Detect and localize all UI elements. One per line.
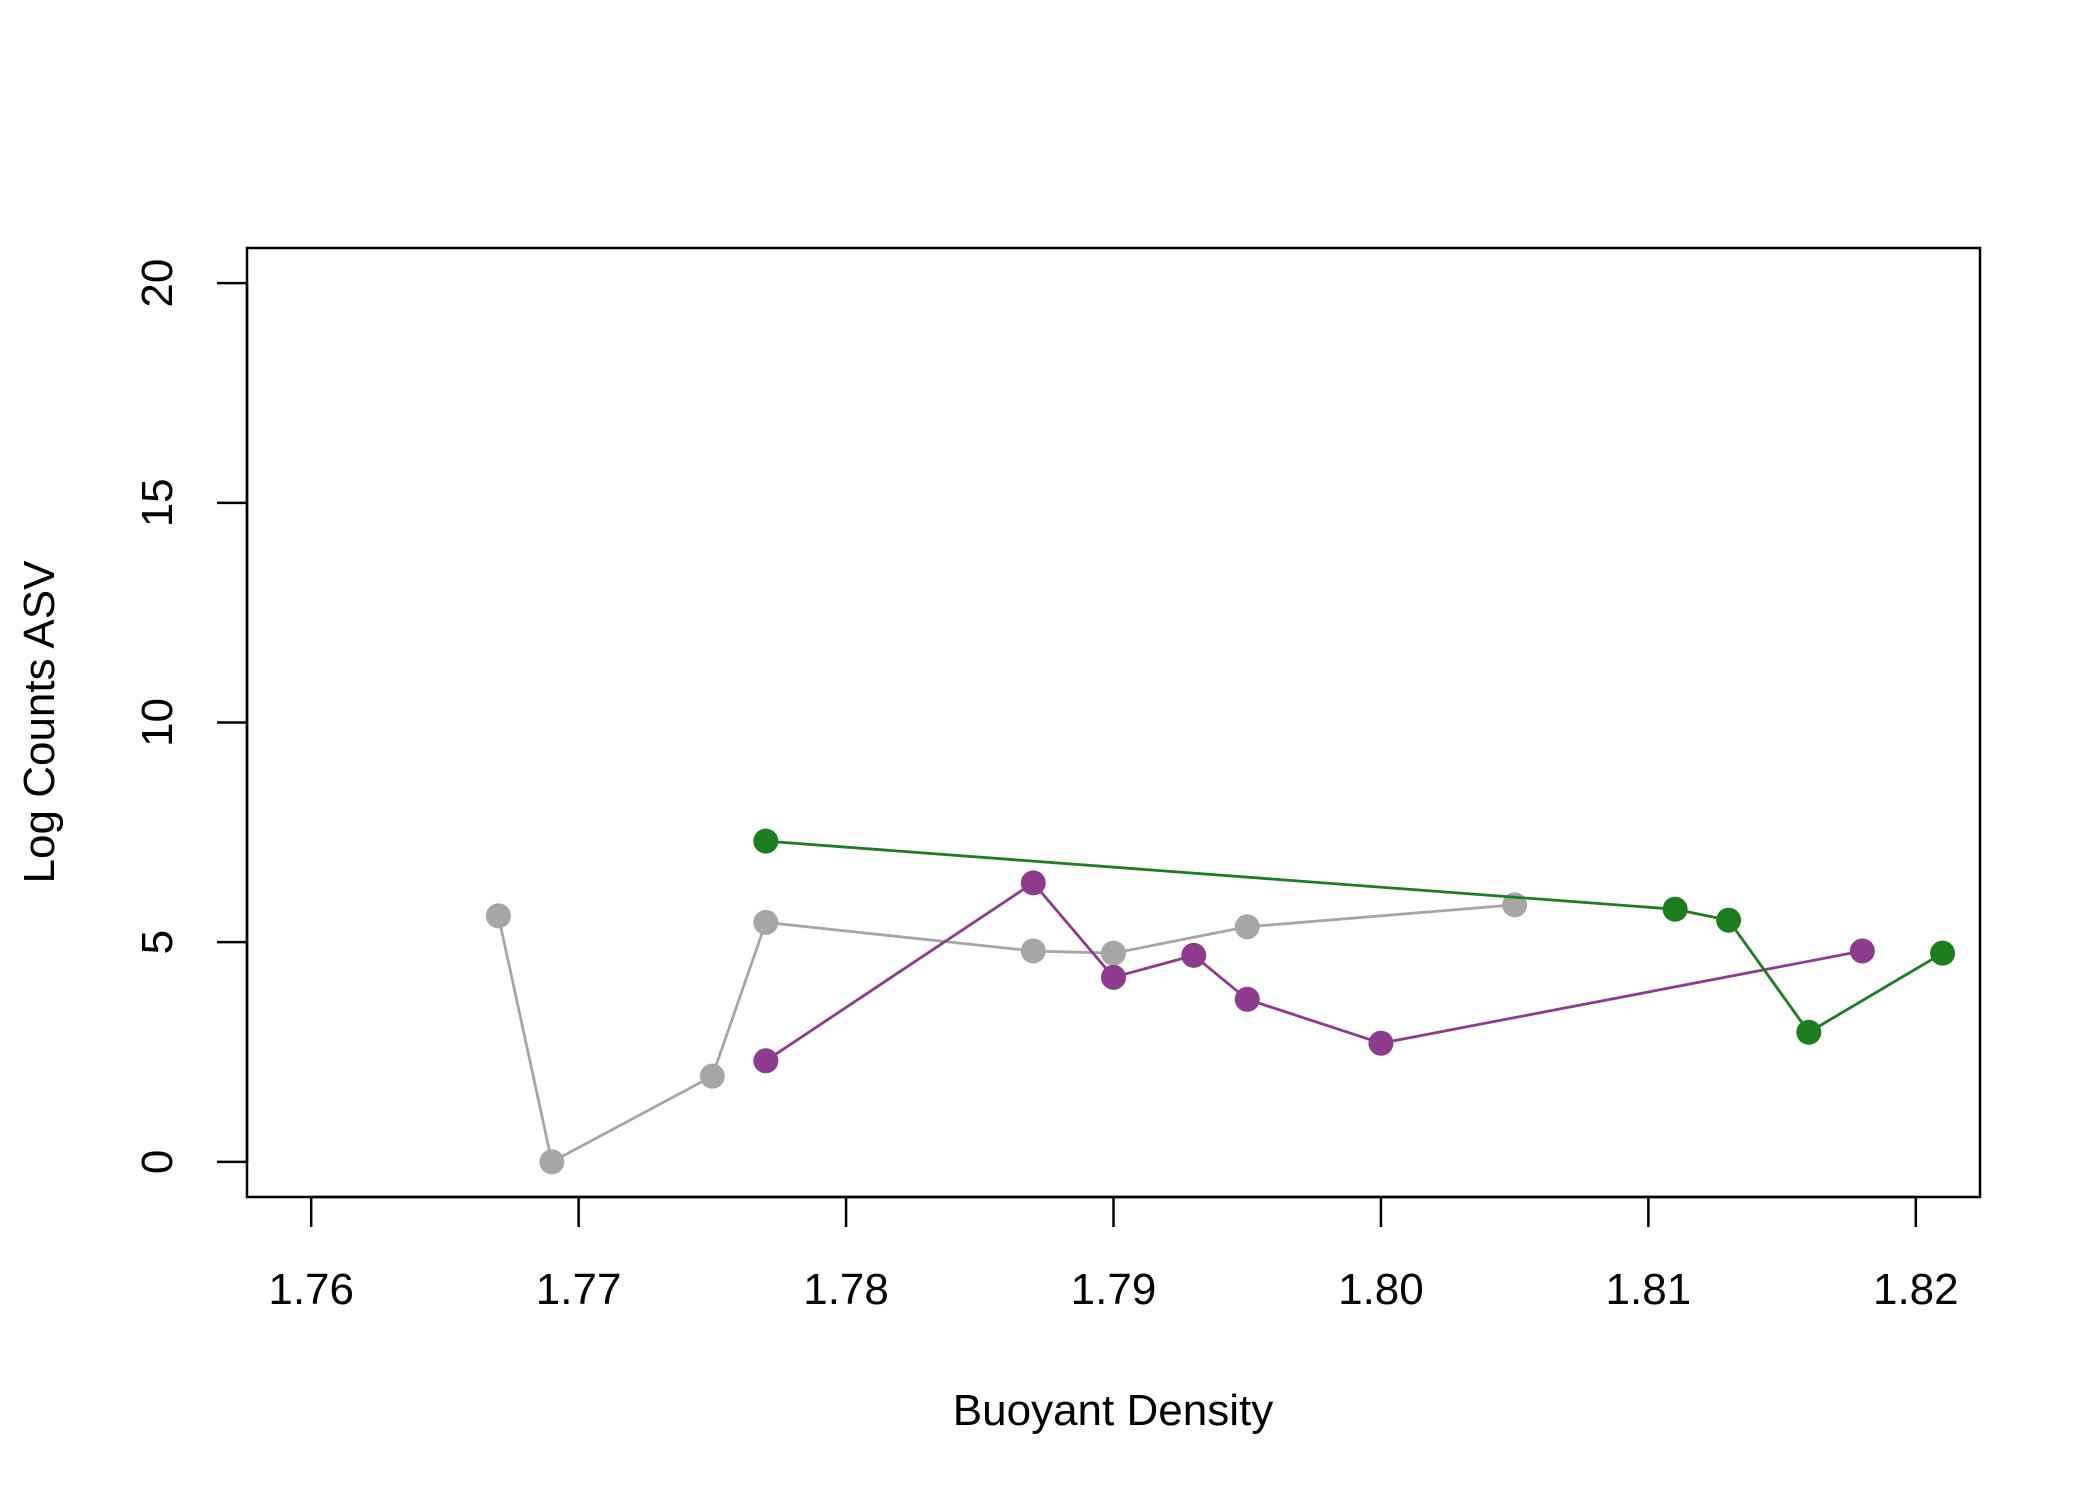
series-layer — [485, 828, 1956, 1175]
data-point — [753, 909, 779, 935]
x-tick-label: 1.79 — [1071, 1265, 1157, 1314]
x-tick-label: 1.78 — [803, 1265, 889, 1314]
series-2 — [753, 870, 1875, 1074]
series-line — [765, 839, 1944, 1035]
x-axis-label: Buoyant Density — [953, 1386, 1273, 1435]
x-tick-label: 1.82 — [1873, 1265, 1959, 1314]
x-tick-label: 1.77 — [536, 1265, 622, 1314]
y-tick-label: 0 — [133, 1150, 182, 1174]
y-tick-label: 10 — [133, 698, 182, 747]
x-tick-label: 1.81 — [1606, 1265, 1692, 1314]
data-point — [485, 903, 511, 929]
data-point — [1020, 938, 1046, 964]
x-axis: 1.76 1.77 1.78 1.79 1.80 1.81 1.82 — [268, 1195, 1959, 1314]
data-point — [1796, 1019, 1822, 1045]
y-tick-label: 15 — [133, 478, 182, 527]
data-point — [1020, 870, 1046, 896]
series-line — [765, 881, 1863, 1062]
data-point — [1234, 986, 1260, 1012]
y-tick-label: 5 — [133, 930, 182, 954]
data-point — [1101, 964, 1126, 990]
data-point — [1234, 914, 1260, 940]
x-tick-label: 1.80 — [1338, 1265, 1424, 1314]
data-point — [1662, 896, 1688, 922]
data-point — [1181, 942, 1207, 968]
data-point — [539, 1149, 565, 1175]
x-tick-label: 1.76 — [268, 1265, 354, 1314]
y-axis-label: Log Counts ASV — [15, 560, 64, 884]
y-tick-label: 20 — [133, 259, 182, 308]
data-point — [753, 1048, 779, 1074]
data-point — [1368, 1030, 1394, 1056]
series-1 — [485, 892, 1528, 1175]
data-point — [1101, 940, 1126, 966]
series-3 — [753, 828, 1956, 1045]
data-point — [699, 1063, 725, 1089]
data-point — [1930, 940, 1956, 966]
data-point — [1849, 938, 1875, 964]
data-point — [1716, 907, 1742, 933]
series-line — [497, 903, 1515, 1164]
plot-frame — [245, 246, 1982, 1199]
y-axis: 0 5 10 15 20 — [133, 259, 249, 1174]
data-point — [753, 828, 779, 854]
